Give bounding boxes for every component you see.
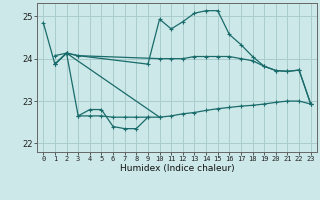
X-axis label: Humidex (Indice chaleur): Humidex (Indice chaleur) — [120, 164, 234, 173]
